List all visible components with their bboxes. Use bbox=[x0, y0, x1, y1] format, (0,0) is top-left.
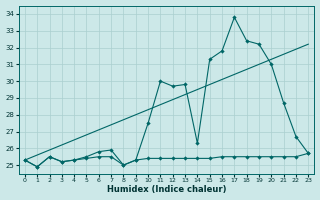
X-axis label: Humidex (Indice chaleur): Humidex (Indice chaleur) bbox=[107, 185, 226, 194]
